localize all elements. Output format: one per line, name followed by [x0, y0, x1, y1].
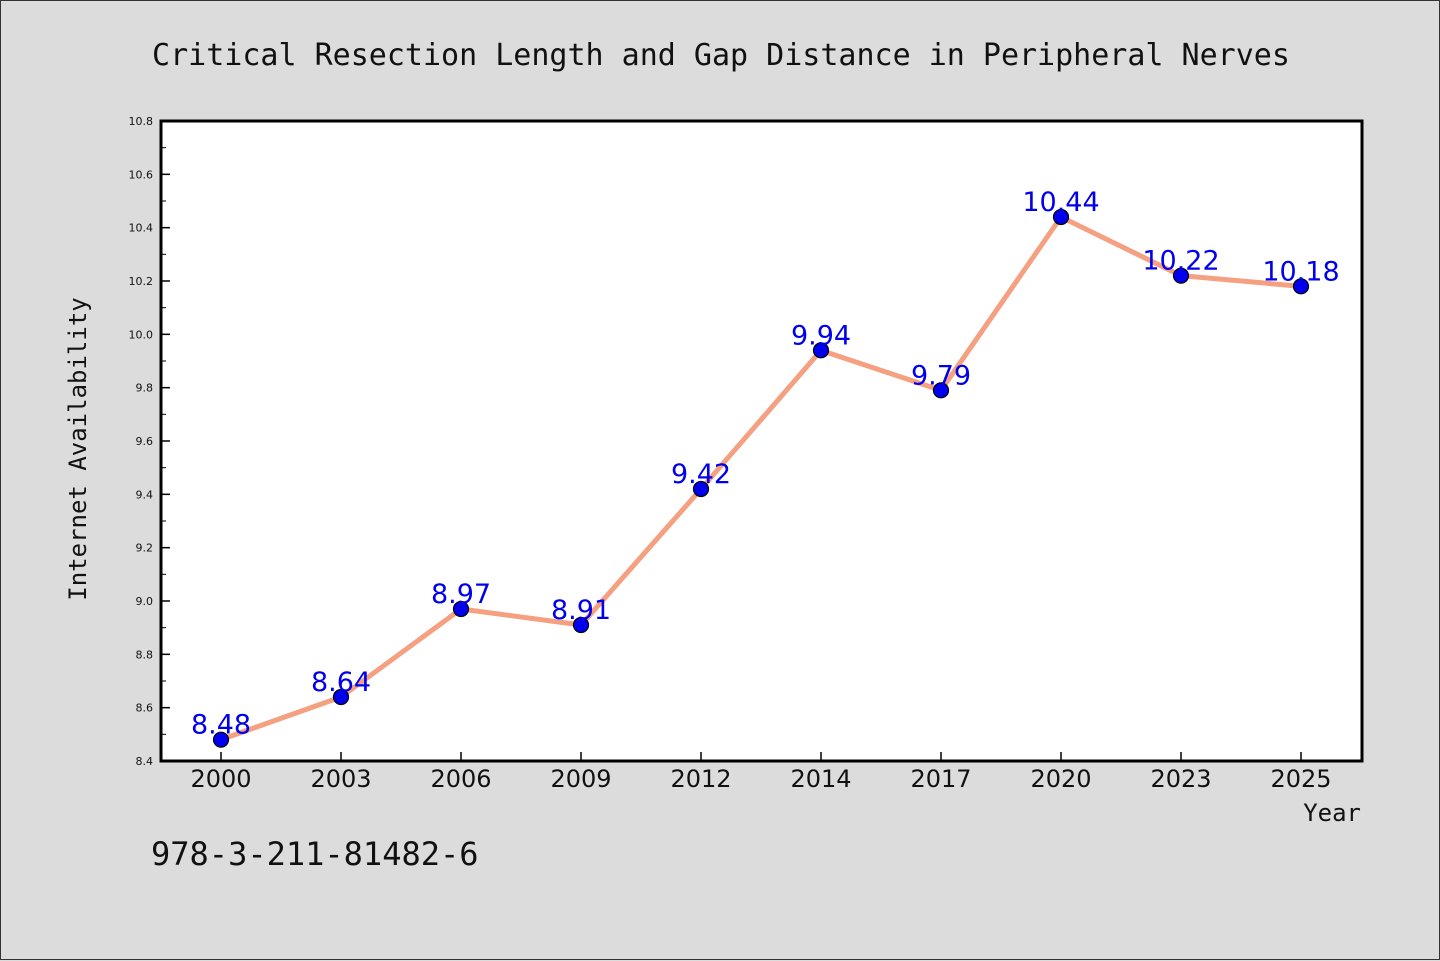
chart-title: Critical Resection Length and Gap Distan… — [152, 38, 1290, 73]
data-label: 9.94 — [791, 320, 851, 351]
data-label: 10.44 — [1022, 187, 1099, 218]
plot-area — [159, 119, 1364, 763]
x-axis: 2000 2003 2006 2009 2012 2014 2017 2020 2023 2025 — [190, 752, 1332, 793]
series-line — [218, 214, 1304, 743]
data-label: 9.42 — [671, 459, 731, 490]
x-tick-label: 2025 — [1270, 765, 1331, 793]
x-tick-label: 2020 — [1030, 765, 1091, 793]
x-tick-label: 2003 — [310, 765, 371, 793]
y-tick-label: 8.4 — [136, 755, 154, 768]
data-point — [1052, 208, 1070, 226]
data-point — [1292, 278, 1310, 295]
data-point — [572, 616, 590, 634]
data-point — [692, 480, 710, 498]
x-tick-label: 2017 — [910, 765, 971, 793]
data-markers — [212, 208, 1310, 748]
x-tick-label: 2006 — [430, 765, 491, 793]
y-tick-label: 9.4 — [136, 488, 154, 501]
data-label: 8.91 — [551, 595, 611, 626]
data-point — [932, 382, 950, 399]
y-tick-label: 8.8 — [136, 648, 154, 661]
x-tick-label: 2014 — [790, 765, 851, 793]
y-tick-label: 9.8 — [136, 382, 154, 395]
x-axis-label: Year — [1303, 799, 1361, 827]
data-label: 8.64 — [311, 667, 371, 698]
data-label: 10.22 — [1142, 246, 1219, 277]
y-tick-label: 10.8 — [129, 115, 154, 128]
x-tick-label: 2012 — [670, 765, 731, 793]
data-point — [452, 600, 470, 618]
y-tick-label: 9.6 — [136, 435, 154, 448]
y-axis: 8.4 8.6 8.8 9.0 9.2 9.4 9.6 9.8 10.0 10.2 10.4 10.6… — [129, 115, 170, 768]
y-tick-label: 10.2 — [129, 275, 154, 288]
x-tick-label: 2023 — [1150, 765, 1211, 793]
y-tick-label: 9.0 — [136, 595, 154, 608]
y-tick-label: 10.4 — [129, 222, 154, 235]
data-label: 9.79 — [911, 360, 971, 391]
data-point — [332, 688, 350, 706]
y-axis-label: Internet Availability — [64, 297, 92, 600]
y-tick-label: 8.6 — [136, 702, 154, 715]
data-labels: 8.48 8.64 8.97 8.91 9.42 9.94 9.79 10.44 10.22 10… — [191, 187, 1340, 741]
y-tick-label: 9.2 — [136, 542, 154, 555]
data-label: 8.97 — [431, 579, 491, 610]
y-tick-label: 10.6 — [129, 168, 154, 181]
data-point — [212, 731, 230, 748]
y-tick-label: 10.0 — [129, 328, 154, 341]
footer-isbn: 978-3-211-81482-6 — [151, 835, 479, 873]
x-tick-label: 2009 — [550, 765, 611, 793]
x-tick-label: 2000 — [190, 765, 251, 793]
data-point — [1172, 267, 1190, 284]
data-label: 10.18 — [1262, 256, 1339, 287]
data-label: 8.48 — [191, 710, 251, 741]
data-point — [812, 342, 830, 359]
